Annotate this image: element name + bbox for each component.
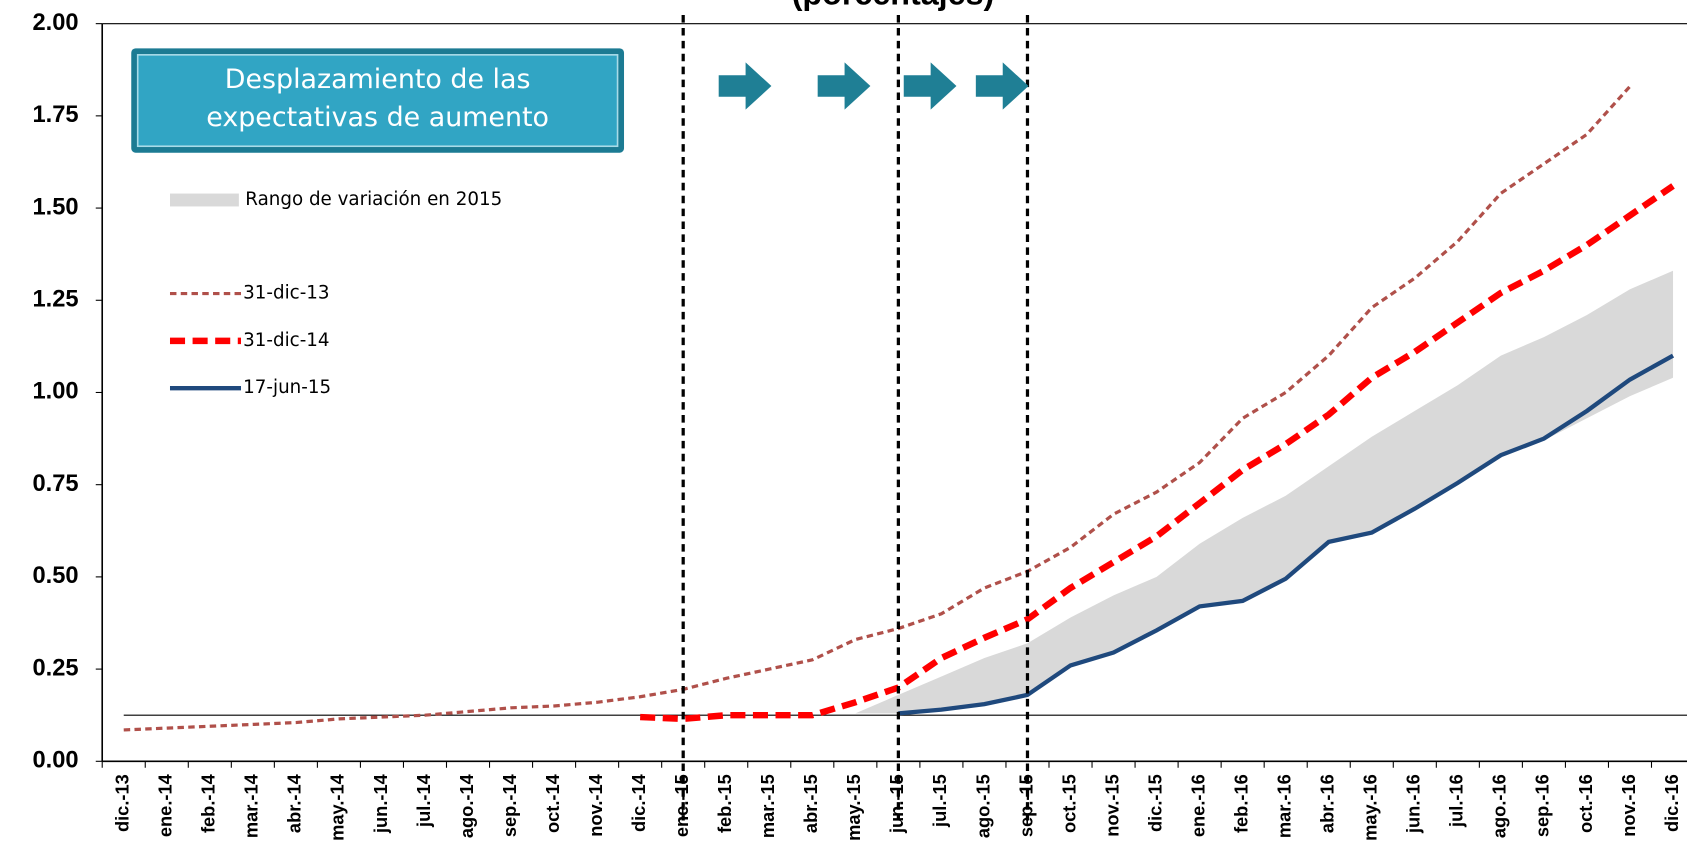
chart-title: (porcentajes) — [792, 0, 995, 11]
x-tick-label: nov.-14 — [585, 773, 606, 836]
x-tick-label: feb.-16 — [1230, 774, 1251, 833]
x-tick-label: jun.-14 — [370, 773, 391, 834]
x-tick-label: sep.-16 — [1532, 774, 1553, 837]
x-tick-label: dic.-15 — [1144, 774, 1165, 832]
x-tick-label: mar.-15 — [757, 774, 778, 838]
legend-label: Rango de variación en 2015 — [245, 189, 502, 210]
x-tick-label: jun.-16 — [1403, 774, 1424, 834]
x-tick-label: may.-16 — [1360, 774, 1381, 841]
x-tick-label: mar.-14 — [241, 773, 262, 838]
y-tick-label: 1.75 — [32, 102, 78, 128]
annotation-inner — [136, 54, 619, 148]
x-tick-label: ago.-15 — [972, 774, 993, 838]
x-tick-label: sep.-15 — [1015, 774, 1036, 837]
annotation-text: expectativas de aumento — [206, 102, 549, 133]
legend: Rango de variación en 2015 31-dic-13 31-di… — [169, 189, 502, 398]
x-tick-label: mar.-16 — [1274, 774, 1295, 838]
x-tick-label: ene.-14 — [155, 773, 176, 837]
x-tick-label: abr.-14 — [284, 773, 305, 833]
x-tick-label: jun.-15 — [886, 774, 907, 834]
x-tick-label: abr.-15 — [800, 774, 821, 833]
x-tick-label: ene.-15 — [671, 774, 692, 837]
annotation: Desplazamiento de las expectativas de au… — [131, 48, 625, 153]
x-tick-label: ene.-16 — [1187, 774, 1208, 837]
arrow — [975, 62, 1029, 110]
y-tick-label: 1.25 — [32, 287, 78, 313]
arrow — [903, 62, 957, 110]
arrows — [718, 62, 1029, 110]
x-tick-label: dic.-13 — [112, 774, 133, 832]
x-tick-label: jul.-16 — [1446, 774, 1467, 828]
x-tick-label: may.-14 — [327, 773, 348, 840]
x-tick-label: jul.-14 — [413, 773, 434, 828]
series-line — [123, 85, 1632, 732]
y-tick-label: 1.00 — [32, 379, 78, 405]
x-tick-label: dic.-14 — [628, 773, 649, 832]
x-tick-label: may.-15 — [843, 774, 864, 841]
x-tick-label: oct.-15 — [1058, 774, 1079, 833]
x-tick-label: ago.-14 — [456, 773, 477, 838]
arrow — [718, 62, 772, 110]
legend-label: 31-dic-14 — [243, 330, 329, 351]
x-tick-label: jul.-15 — [929, 774, 950, 828]
y-tick-label: 2.00 — [32, 10, 78, 36]
x-tick-label: oct.-14 — [542, 773, 563, 833]
y-tick-label: 0.75 — [32, 471, 78, 497]
x-tick-label: sep.-14 — [499, 773, 520, 837]
x-tick-label: ago.-16 — [1489, 774, 1510, 838]
y-tick-label: 0.25 — [32, 655, 78, 681]
arrow — [817, 62, 871, 110]
legend-swatch — [169, 193, 239, 207]
y-tick-label: 0.00 — [32, 748, 78, 774]
x-tick-label: feb.-14 — [198, 773, 219, 833]
series-line — [640, 183, 1675, 723]
annotation-text: Desplazamiento de las — [225, 64, 531, 95]
legend-label: 17-jun-15 — [243, 377, 331, 398]
y-tick-label: 0.50 — [32, 563, 78, 589]
x-tick-label: feb.-15 — [714, 774, 735, 833]
legend-label: 31-dic-13 — [243, 283, 329, 304]
x-tick-label: dic.-16 — [1661, 774, 1682, 832]
x-tick-label: oct.-16 — [1575, 774, 1596, 833]
plot: 0.00 0.25 0.50 0.75 1.00 1.25 1.50 1.75 2.00 dic.… — [32, 10, 1687, 841]
series-line — [898, 353, 1675, 716]
x-tick-label: nov.-16 — [1618, 774, 1639, 837]
x-tick-label: abr.-16 — [1317, 774, 1338, 833]
range-band — [855, 270, 1674, 714]
y-tick-label: 1.50 — [32, 194, 78, 220]
x-tick-label: nov.-15 — [1101, 774, 1122, 837]
